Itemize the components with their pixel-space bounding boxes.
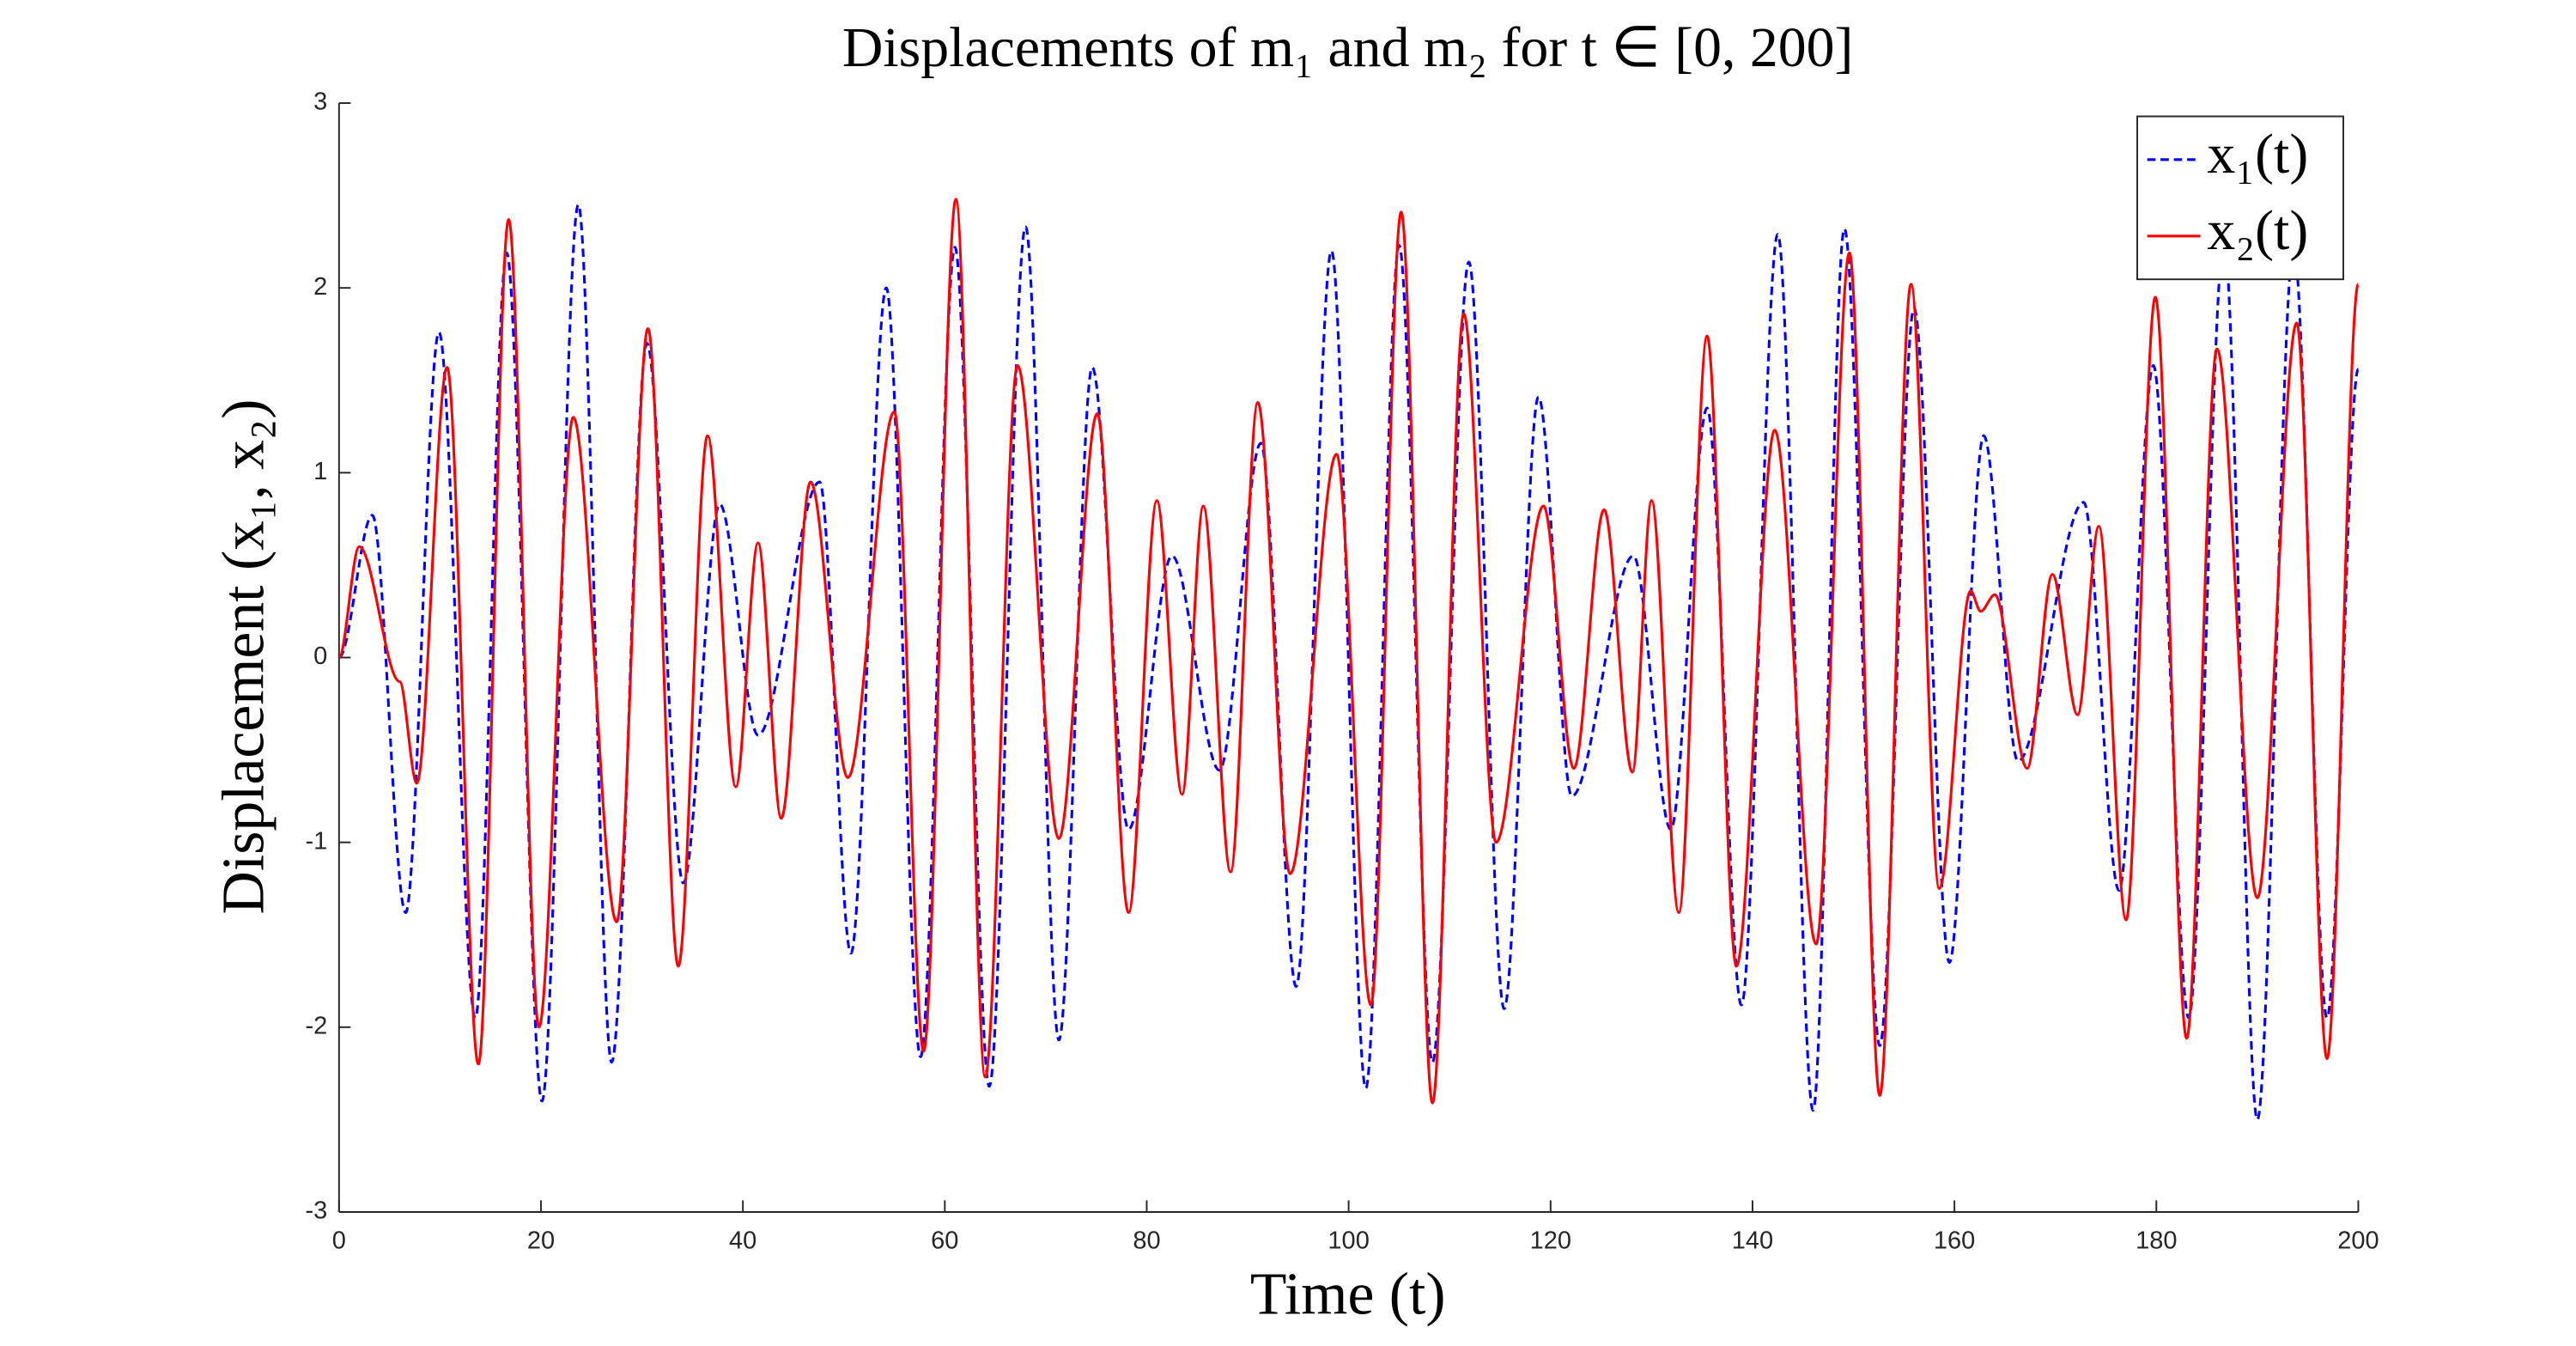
x-axis-label: Time (t)	[1250, 1262, 1446, 1328]
y-tick-label: 2	[313, 273, 327, 301]
x-tick-label: 40	[729, 1227, 756, 1254]
x-tick-label: 60	[931, 1227, 958, 1254]
line-series	[337, 198, 2360, 1105]
legend-label: x₁(t)	[2207, 123, 2308, 186]
legend-box	[2136, 115, 2344, 281]
x-tick-label: 100	[1327, 1227, 1369, 1254]
y-tick-label: -1	[305, 827, 327, 855]
x-tick-label: 80	[1133, 1227, 1160, 1254]
x-tick-label: 160	[1934, 1227, 1975, 1254]
x-tick-label: 120	[1530, 1227, 1571, 1254]
y-tick-label: 1	[313, 458, 327, 485]
y-tick-label: 3	[313, 88, 327, 116]
y-axis-label: Displacement (x₁, x₂)	[210, 399, 276, 915]
x-tick-label: 180	[2136, 1227, 2177, 1254]
x-tick-label: 140	[1732, 1227, 1773, 1254]
y-tick-label: -2	[305, 1012, 327, 1039]
y-tick-label: 0	[313, 643, 327, 670]
legend: x₁(t) x₂(t)	[2136, 115, 2344, 281]
x-tick-label: 200	[2337, 1227, 2379, 1254]
plot-area: -3 -2 -1 0 1 2 3 0 20 40 60 80 100 120 140 160 180 200	[305, 88, 2379, 1255]
chart-title: Displacements of m₁ and m₂ for t ∈ [0, 2…	[842, 16, 1854, 79]
legend-label: x₂(t)	[2207, 199, 2308, 262]
y-tick-label: -3	[305, 1197, 327, 1225]
x-tick-label: 20	[527, 1227, 555, 1254]
x-tick-label: 0	[332, 1227, 346, 1254]
line-series	[337, 203, 2360, 1121]
